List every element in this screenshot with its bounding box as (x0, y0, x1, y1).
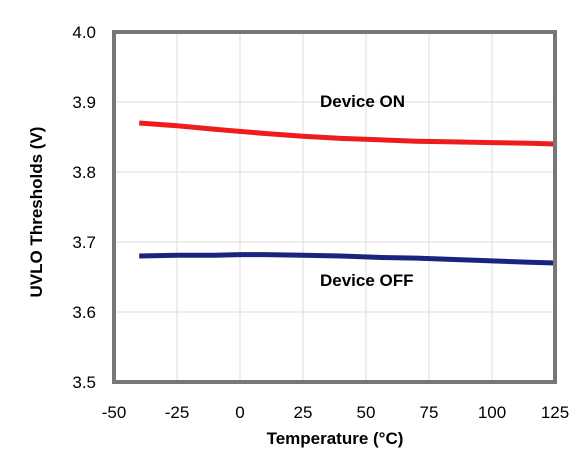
x-tick-label: 75 (420, 403, 439, 422)
series-line-device-on (139, 120, 556, 147)
x-tick-label: 100 (478, 403, 506, 422)
y-tick-labels: 4.0 3.9 3.8 3.7 3.6 3.5 (72, 23, 96, 392)
x-axis-title: Temperature (°C) (267, 429, 404, 448)
x-tick-label: -25 (165, 403, 190, 422)
y-tick-label: 3.5 (72, 373, 96, 392)
series-layer (139, 120, 556, 266)
x-tick-label: 0 (235, 403, 244, 422)
series-label-device-off: Device OFF (320, 271, 414, 290)
series-label-device-on: Device ON (320, 92, 405, 111)
y-tick-label: 4.0 (72, 23, 96, 42)
x-tick-labels: -50 -25 0 25 50 75 100 125 (102, 403, 569, 422)
x-tick-label: 125 (541, 403, 569, 422)
y-tick-label: 3.9 (72, 93, 96, 112)
series-line-device-off (139, 252, 556, 266)
y-tick-label: 3.8 (72, 163, 96, 182)
y-tick-label: 3.7 (72, 233, 96, 252)
x-tick-label: 25 (294, 403, 313, 422)
plot-frame (112, 30, 557, 384)
x-tick-label: 50 (357, 403, 376, 422)
x-tick-label: -50 (102, 403, 127, 422)
y-axis-title: UVLO Thresholds (V) (27, 127, 46, 298)
y-tick-label: 3.6 (72, 303, 96, 322)
grid (114, 32, 555, 382)
